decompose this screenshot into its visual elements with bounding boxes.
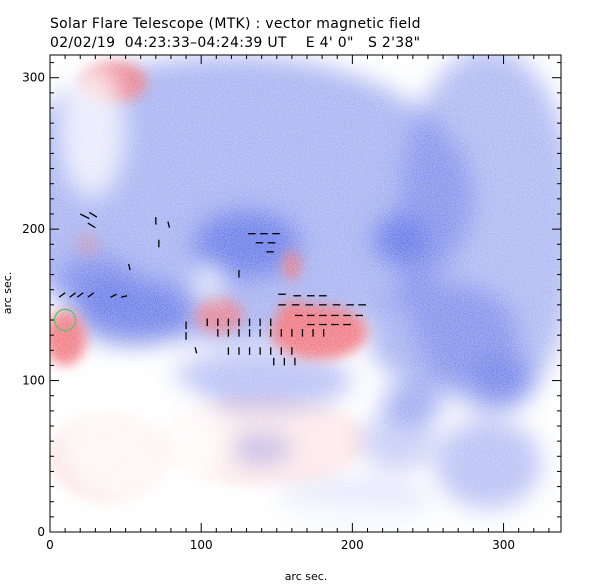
y-axis-label: arc sec. — [1, 272, 14, 315]
y-tick-label: 100 — [22, 374, 45, 388]
y-tick-label: 200 — [22, 222, 45, 236]
field-vector-1 — [88, 211, 98, 218]
x-tick-label: 200 — [341, 538, 364, 552]
y-tick-label: 300 — [22, 71, 45, 85]
x-tick-label: 300 — [492, 538, 515, 552]
noise-texture — [50, 55, 561, 532]
field-vector-43 — [194, 347, 198, 354]
contour-line — [53, 308, 77, 332]
field-vector-9 — [76, 292, 84, 298]
field-vector-12 — [120, 295, 128, 298]
field-vector-8 — [69, 292, 77, 298]
field-vector-4 — [167, 221, 171, 228]
x-tick-label: 100 — [190, 538, 213, 552]
field-vector-0 — [79, 213, 90, 220]
field-vector-10 — [87, 292, 95, 298]
field-vector-6 — [127, 263, 131, 271]
field-map — [50, 55, 561, 532]
field-vector-11 — [110, 293, 117, 298]
chart-subtitle: 02/02/19 04:23:33–04:24:39 UT E 4' 0" S … — [50, 35, 421, 51]
field-vector-7 — [58, 292, 66, 298]
x-tick-label: 0 — [46, 538, 54, 552]
chart-title: Solar Flare Telescope (MTK) : vector mag… — [50, 16, 421, 32]
x-axis-label: arc sec. — [285, 570, 328, 583]
field-vector-2 — [87, 222, 96, 229]
y-tick-label: 0 — [37, 525, 45, 539]
plot-frame — [49, 54, 562, 533]
